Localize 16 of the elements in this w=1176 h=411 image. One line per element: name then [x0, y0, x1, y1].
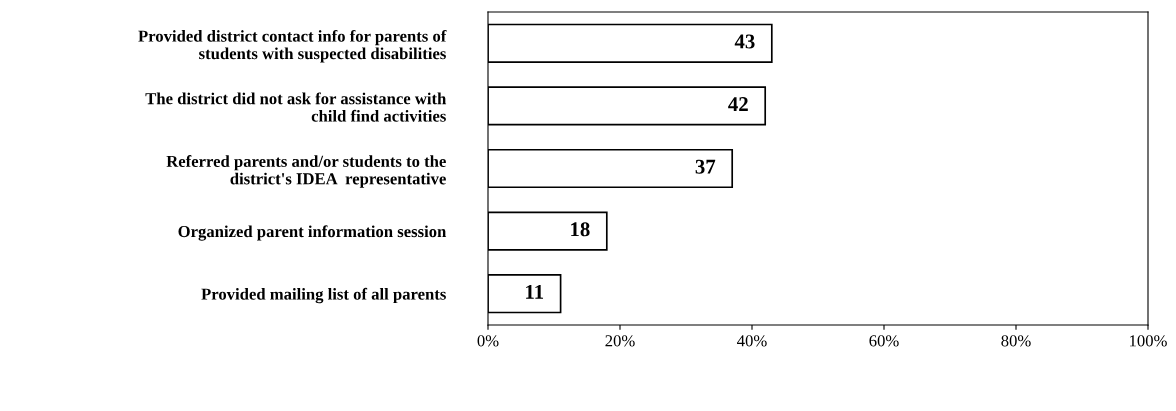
x-tick-label: 20%	[605, 335, 635, 347]
data-label: 11	[526, 284, 544, 299]
y-tick-label: Provided mailing list of all parents	[201, 287, 446, 304]
x-tick-label: 100%	[1130, 335, 1167, 347]
data-label: 18	[571, 222, 590, 237]
data-label: 43	[734, 34, 755, 49]
x-tick-label: 80%	[1001, 335, 1031, 347]
y-tick-label: The district did not ask for assistance with child find activities	[145, 92, 447, 122]
y-tick-label: Referred parents and/or students to the district's IDEA representative	[166, 155, 446, 188]
x-tick-label: 0%	[477, 335, 499, 347]
y-tick-label: Provided district contact info for parents of students with suspected disabilities	[138, 29, 447, 63]
x-tick-label: 60%	[869, 335, 899, 347]
data-label: 42	[728, 97, 748, 111]
data-label: 37	[695, 159, 716, 174]
x-tick-label: 40%	[737, 335, 767, 347]
y-tick-label: Organized parent information session	[178, 225, 447, 241]
